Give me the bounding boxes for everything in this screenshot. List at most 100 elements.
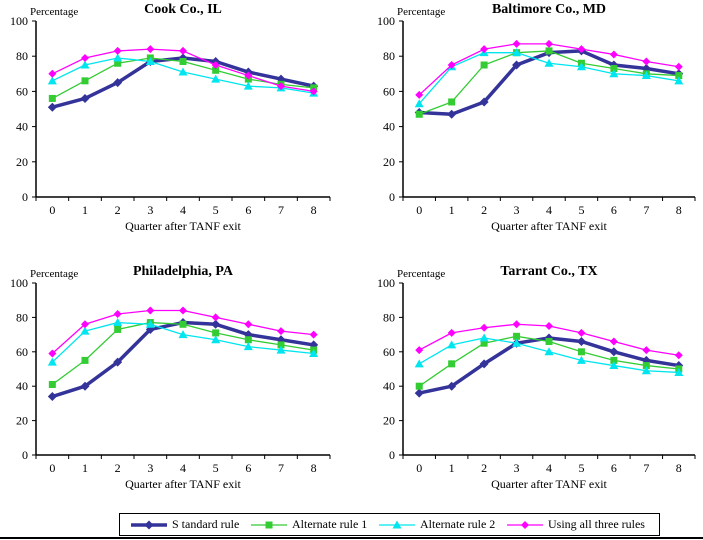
data-point <box>577 45 586 54</box>
x-tick-label: 7 <box>278 203 284 217</box>
data-point <box>145 56 155 65</box>
data-point <box>512 320 521 329</box>
y-tick-label: 80 <box>383 49 395 63</box>
data-point <box>577 348 585 356</box>
data-point <box>48 349 57 358</box>
x-axis-title: Quarter after TANF exit <box>491 477 607 491</box>
data-point <box>48 69 57 78</box>
data-point <box>447 381 457 391</box>
y-tick-label: 80 <box>16 49 28 63</box>
y-axis-title: Percentage <box>397 6 445 18</box>
data-point <box>674 351 683 360</box>
data-point <box>113 309 122 318</box>
data-point <box>211 335 221 344</box>
data-point <box>447 328 456 337</box>
data-point <box>512 48 522 57</box>
y-tick-label: 80 <box>383 310 395 324</box>
series-alternate-rule-2 <box>47 318 319 366</box>
x-tick-label: 6 <box>611 461 617 475</box>
data-point <box>414 99 424 108</box>
data-point <box>545 322 553 330</box>
data-point <box>276 335 286 345</box>
data-point <box>81 320 89 329</box>
data-point <box>675 72 683 80</box>
data-point <box>244 320 253 329</box>
legend-item-label: Using all three rules <box>548 517 645 531</box>
data-point <box>212 329 220 337</box>
data-point <box>609 361 619 370</box>
data-point <box>674 62 683 71</box>
data-point <box>244 71 253 80</box>
data-point <box>277 82 285 91</box>
data-point <box>609 69 619 78</box>
y-tick-label: 20 <box>383 414 395 428</box>
x-tick-label: 6 <box>611 203 617 217</box>
data-point <box>80 60 90 69</box>
legend-item-label: Alternate rule 1 <box>292 517 368 531</box>
chart-tarrant-co-tx: 0 20 40 60 80 100 0 1 2 3 4 5 6 7 8 Tarrant Co., TX Perc… <box>377 264 696 491</box>
data-point <box>610 356 618 364</box>
data-point <box>80 326 90 335</box>
legend-item-alternate-rule-2: Alternate rule 2 <box>378 517 495 532</box>
chart-title: Philadelphia, PA <box>133 264 234 279</box>
x-tick-label: 1 <box>449 203 455 217</box>
legend-item-label: Alternate rule 2 <box>420 517 496 531</box>
data-point <box>81 53 89 62</box>
alternate-rule-2-marker-icon <box>379 520 415 528</box>
data-point <box>576 336 586 346</box>
data-point <box>276 345 286 354</box>
x-tick-label: 1 <box>449 461 455 475</box>
data-point <box>277 327 285 336</box>
x-tick-label: 5 <box>213 203 219 217</box>
data-point <box>178 67 188 76</box>
chart-title: Baltimore Co., MD <box>492 2 606 17</box>
x-tick-label: 3 <box>514 203 520 217</box>
data-point <box>641 366 651 375</box>
x-axis-title: Quarter after TANF exit <box>491 219 607 233</box>
y-tick-label: 60 <box>16 345 28 359</box>
data-point <box>448 360 456 368</box>
data-point <box>113 357 123 367</box>
series-line <box>51 56 315 109</box>
data-point <box>179 320 187 328</box>
data-point <box>114 325 122 333</box>
data-point <box>211 313 220 322</box>
y-tick-label: 40 <box>16 120 28 134</box>
data-point <box>392 520 402 528</box>
chart-cook-co-il: 0 20 40 60 80 100 0 1 2 3 4 5 6 7 8 Cook Co., IL Percent… <box>10 2 331 233</box>
x-tick-label: 5 <box>578 203 584 217</box>
data-point <box>48 94 56 102</box>
data-point <box>479 359 489 369</box>
data-point <box>545 337 553 345</box>
legend-item-label: S tandard rule <box>172 517 240 531</box>
y-tick-label: 60 <box>16 84 28 98</box>
data-point <box>48 380 56 388</box>
data-point <box>179 46 187 55</box>
y-tick-label: 40 <box>383 120 395 134</box>
data-point <box>545 39 553 48</box>
x-tick-label: 0 <box>49 461 55 475</box>
series-using-all-three-rules <box>48 45 318 96</box>
data-point <box>113 318 123 327</box>
data-point <box>146 306 155 315</box>
data-point <box>609 50 618 59</box>
series-using-all-three-rules <box>415 320 683 360</box>
data-point <box>447 109 457 119</box>
data-point <box>145 319 155 328</box>
data-point <box>642 346 651 355</box>
data-point <box>521 520 529 529</box>
y-tick-label: 0 <box>389 190 395 204</box>
data-point <box>544 58 554 67</box>
data-point <box>47 357 57 366</box>
legend-item-using-all-three-rules: Using all three rules <box>506 517 645 532</box>
data-point <box>674 76 684 85</box>
data-point <box>243 342 253 351</box>
x-tick-label: 5 <box>578 461 584 475</box>
data-point <box>243 81 253 90</box>
y-tick-label: 0 <box>389 448 395 462</box>
chart-philadelphia-pa: 0 20 40 60 80 100 0 1 2 3 4 5 6 7 8 Philadelphia, PA Per… <box>10 264 331 491</box>
x-tick-label: 3 <box>147 461 153 475</box>
bottom-border-line <box>0 537 703 539</box>
series-alternate-rule-2 <box>414 333 684 376</box>
x-tick-label: 0 <box>416 461 422 475</box>
